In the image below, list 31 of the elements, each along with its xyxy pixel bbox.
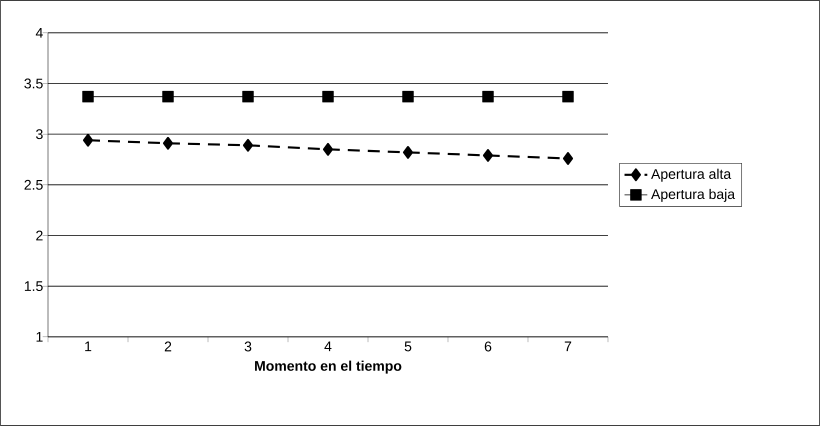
point	[162, 136, 174, 150]
y-tick-label: 2.5	[24, 180, 43, 190]
point	[82, 90, 94, 102]
y-tick-label: 1	[36, 332, 43, 342]
point	[402, 90, 414, 102]
point	[322, 90, 334, 102]
y-tick-label: 2	[36, 230, 43, 240]
y-tick-label: 4	[36, 28, 43, 38]
point	[402, 146, 414, 159]
point	[562, 152, 574, 165]
point	[482, 90, 494, 102]
x-axis-title: Momento en el tiempo	[255, 360, 402, 374]
x-tick-label: 5	[404, 342, 412, 352]
point	[82, 134, 94, 147]
point	[322, 142, 334, 156]
y-tick-label: 1.5	[24, 281, 43, 292]
x-tick-label: 2	[164, 342, 172, 352]
x-tick-label: 1	[85, 342, 92, 352]
point	[482, 149, 494, 162]
point	[162, 90, 174, 102]
x-tick-label: 7	[564, 342, 572, 352]
legend-label: Apertura baja	[651, 188, 736, 202]
y-tick-label: 3.5	[24, 78, 43, 88]
point	[242, 90, 254, 102]
x-tick-label: 4	[324, 342, 332, 352]
x-tick-label: 6	[484, 342, 492, 352]
y-tick-label: 3	[36, 129, 43, 140]
point	[562, 90, 574, 102]
point	[242, 138, 254, 152]
x-tick-label: 3	[244, 342, 252, 352]
legend-label: Apertura alta	[651, 168, 732, 182]
